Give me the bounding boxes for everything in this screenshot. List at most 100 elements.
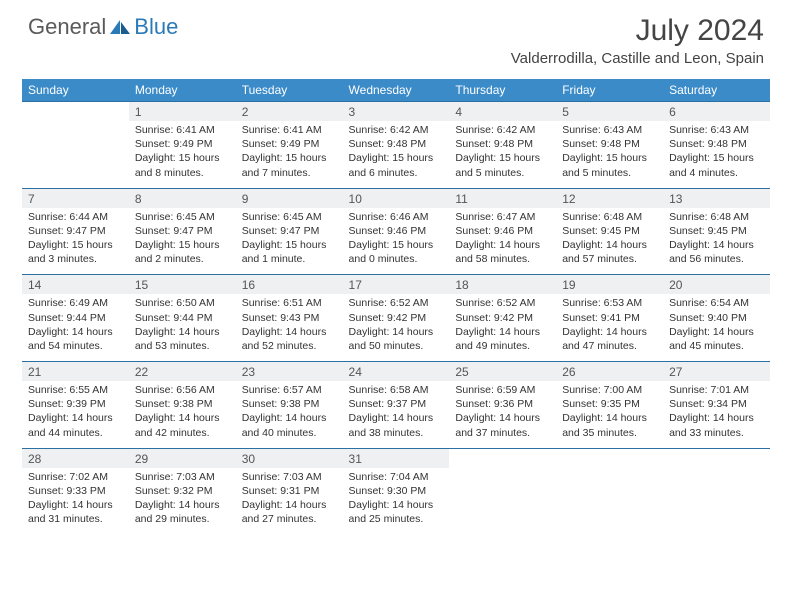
daylight-line: Daylight: 14 hours and 33 minutes. xyxy=(669,411,764,439)
week-daynum-row: 21222324252627 xyxy=(22,362,770,382)
sunset-line: Sunset: 9:45 PM xyxy=(562,224,657,238)
day-cell: Sunrise: 6:41 AMSunset: 9:49 PMDaylight:… xyxy=(129,121,236,188)
daylight-line: Daylight: 14 hours and 35 minutes. xyxy=(562,411,657,439)
daylight-line: Daylight: 15 hours and 5 minutes. xyxy=(562,151,657,179)
day-cell: Sunrise: 7:04 AMSunset: 9:30 PMDaylight:… xyxy=(343,468,450,535)
day-number: 12 xyxy=(556,188,663,208)
sunset-line: Sunset: 9:44 PM xyxy=(28,311,123,325)
sunrise-line: Sunrise: 6:52 AM xyxy=(455,296,550,310)
day-number: 5 xyxy=(556,102,663,122)
sunrise-line: Sunrise: 6:43 AM xyxy=(669,123,764,137)
day-cell: Sunrise: 6:50 AMSunset: 9:44 PMDaylight:… xyxy=(129,294,236,361)
daylight-line: Daylight: 14 hours and 52 minutes. xyxy=(242,325,337,353)
sunrise-line: Sunrise: 6:50 AM xyxy=(135,296,230,310)
daylight-line: Daylight: 14 hours and 44 minutes. xyxy=(28,411,123,439)
weekday-header: Sunday xyxy=(22,79,129,102)
sunrise-line: Sunrise: 6:41 AM xyxy=(135,123,230,137)
daylight-line: Daylight: 15 hours and 2 minutes. xyxy=(135,238,230,266)
sunset-line: Sunset: 9:46 PM xyxy=(455,224,550,238)
daylight-line: Daylight: 14 hours and 45 minutes. xyxy=(669,325,764,353)
day-cell: Sunrise: 6:58 AMSunset: 9:37 PMDaylight:… xyxy=(343,381,450,448)
sunset-line: Sunset: 9:47 PM xyxy=(28,224,123,238)
sunrise-line: Sunrise: 6:54 AM xyxy=(669,296,764,310)
sunrise-line: Sunrise: 6:55 AM xyxy=(28,383,123,397)
sunset-line: Sunset: 9:47 PM xyxy=(242,224,337,238)
day-number: 3 xyxy=(343,102,450,122)
daylight-line: Daylight: 14 hours and 38 minutes. xyxy=(349,411,444,439)
daylight-line: Daylight: 14 hours and 58 minutes. xyxy=(455,238,550,266)
sunrise-line: Sunrise: 6:45 AM xyxy=(135,210,230,224)
day-number: 6 xyxy=(663,102,770,122)
day-cell: Sunrise: 6:44 AMSunset: 9:47 PMDaylight:… xyxy=(22,208,129,275)
brand-blue: Blue xyxy=(134,14,178,40)
day-number: 9 xyxy=(236,188,343,208)
day-number: 26 xyxy=(556,362,663,382)
sunrise-line: Sunrise: 6:42 AM xyxy=(455,123,550,137)
sunset-line: Sunset: 9:38 PM xyxy=(242,397,337,411)
sunrise-line: Sunrise: 6:44 AM xyxy=(28,210,123,224)
day-cell: Sunrise: 6:56 AMSunset: 9:38 PMDaylight:… xyxy=(129,381,236,448)
day-number-empty xyxy=(22,102,129,122)
sunset-line: Sunset: 9:30 PM xyxy=(349,484,444,498)
day-cell: Sunrise: 6:43 AMSunset: 9:48 PMDaylight:… xyxy=(556,121,663,188)
day-cell-empty xyxy=(663,468,770,535)
week-daynum-row: 14151617181920 xyxy=(22,275,770,295)
day-cell: Sunrise: 6:57 AMSunset: 9:38 PMDaylight:… xyxy=(236,381,343,448)
month-title: July 2024 xyxy=(511,14,764,48)
daylight-line: Daylight: 14 hours and 42 minutes. xyxy=(135,411,230,439)
day-number: 23 xyxy=(236,362,343,382)
sunrise-line: Sunrise: 6:56 AM xyxy=(135,383,230,397)
day-number: 13 xyxy=(663,188,770,208)
sunrise-line: Sunrise: 6:48 AM xyxy=(562,210,657,224)
sunset-line: Sunset: 9:48 PM xyxy=(562,137,657,151)
sunset-line: Sunset: 9:49 PM xyxy=(135,137,230,151)
daylight-line: Daylight: 15 hours and 3 minutes. xyxy=(28,238,123,266)
brand-general: General xyxy=(28,14,106,40)
sunrise-line: Sunrise: 6:43 AM xyxy=(562,123,657,137)
sunset-line: Sunset: 9:49 PM xyxy=(242,137,337,151)
sunset-line: Sunset: 9:41 PM xyxy=(562,311,657,325)
sunset-line: Sunset: 9:44 PM xyxy=(135,311,230,325)
daylight-line: Daylight: 15 hours and 1 minute. xyxy=(242,238,337,266)
sunset-line: Sunset: 9:31 PM xyxy=(242,484,337,498)
day-cell-empty xyxy=(22,121,129,188)
day-number: 20 xyxy=(663,275,770,295)
daylight-line: Daylight: 15 hours and 5 minutes. xyxy=(455,151,550,179)
week-content-row: Sunrise: 6:41 AMSunset: 9:49 PMDaylight:… xyxy=(22,121,770,188)
sunset-line: Sunset: 9:45 PM xyxy=(669,224,764,238)
week-daynum-row: 78910111213 xyxy=(22,188,770,208)
day-number: 11 xyxy=(449,188,556,208)
weekday-header: Monday xyxy=(129,79,236,102)
day-number: 27 xyxy=(663,362,770,382)
day-cell: Sunrise: 6:48 AMSunset: 9:45 PMDaylight:… xyxy=(663,208,770,275)
week-daynum-row: 28293031 xyxy=(22,448,770,468)
week-content-row: Sunrise: 6:44 AMSunset: 9:47 PMDaylight:… xyxy=(22,208,770,275)
sunset-line: Sunset: 9:36 PM xyxy=(455,397,550,411)
day-number: 8 xyxy=(129,188,236,208)
day-cell: Sunrise: 6:51 AMSunset: 9:43 PMDaylight:… xyxy=(236,294,343,361)
day-cell-empty xyxy=(449,468,556,535)
weekday-header: Tuesday xyxy=(236,79,343,102)
day-number: 24 xyxy=(343,362,450,382)
sunrise-line: Sunrise: 6:46 AM xyxy=(349,210,444,224)
brand-sail-icon xyxy=(108,18,132,36)
day-cell: Sunrise: 6:43 AMSunset: 9:48 PMDaylight:… xyxy=(663,121,770,188)
sunrise-line: Sunrise: 7:04 AM xyxy=(349,470,444,484)
day-cell: Sunrise: 7:02 AMSunset: 9:33 PMDaylight:… xyxy=(22,468,129,535)
sunset-line: Sunset: 9:43 PM xyxy=(242,311,337,325)
sunrise-line: Sunrise: 6:52 AM xyxy=(349,296,444,310)
day-number: 16 xyxy=(236,275,343,295)
day-cell: Sunrise: 6:55 AMSunset: 9:39 PMDaylight:… xyxy=(22,381,129,448)
weekday-header: Friday xyxy=(556,79,663,102)
day-number: 14 xyxy=(22,275,129,295)
sunset-line: Sunset: 9:42 PM xyxy=(455,311,550,325)
day-number: 18 xyxy=(449,275,556,295)
sunrise-line: Sunrise: 6:51 AM xyxy=(242,296,337,310)
daylight-line: Daylight: 14 hours and 53 minutes. xyxy=(135,325,230,353)
day-cell: Sunrise: 6:47 AMSunset: 9:46 PMDaylight:… xyxy=(449,208,556,275)
day-cell: Sunrise: 7:00 AMSunset: 9:35 PMDaylight:… xyxy=(556,381,663,448)
sunrise-line: Sunrise: 6:45 AM xyxy=(242,210,337,224)
sunrise-line: Sunrise: 6:42 AM xyxy=(349,123,444,137)
brand-logo: General Blue xyxy=(28,14,178,40)
sunset-line: Sunset: 9:48 PM xyxy=(349,137,444,151)
